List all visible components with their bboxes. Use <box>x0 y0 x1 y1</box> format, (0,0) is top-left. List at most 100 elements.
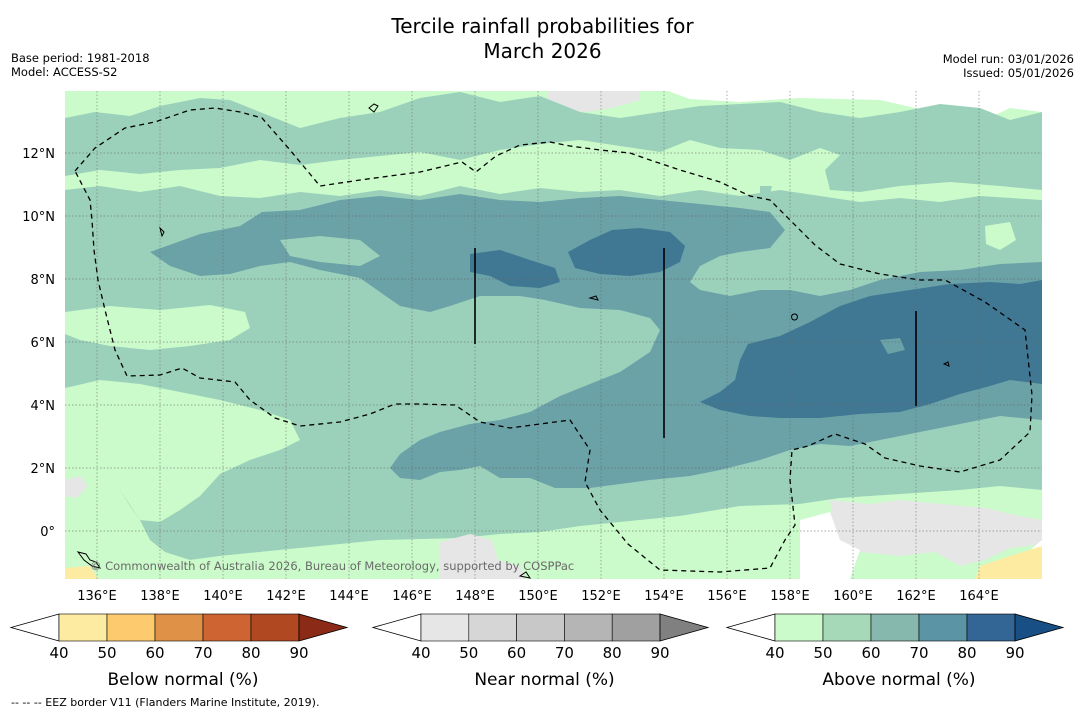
colorbar-tick-label: 40 <box>411 644 430 662</box>
colorbar-extend-high <box>298 613 349 642</box>
base-period-text: Base period: 1981-2018 <box>11 51 150 65</box>
island-2 <box>159 226 165 238</box>
field-above-70-a <box>470 250 560 288</box>
lon-label: 146°E <box>392 589 432 604</box>
lon-label: 150°E <box>518 589 558 604</box>
lat-label: 8°N <box>31 273 56 288</box>
probability-field <box>65 91 1042 579</box>
field-blob-4 <box>760 186 772 194</box>
colorbar-segment <box>420 613 470 642</box>
colorbar-extend-low <box>725 613 776 642</box>
colorbar-tick-label: 80 <box>603 644 622 662</box>
lon-label: 140°E <box>203 589 243 604</box>
lon-label: 138°E <box>140 589 180 604</box>
colorbar-tick-label: 50 <box>97 644 116 662</box>
colorbar-near: 40 50 60 70 80 90 Near normal (%) <box>371 613 710 690</box>
colorbar-title: Below normal (%) <box>108 670 259 690</box>
lon-label: 136°E <box>77 589 117 604</box>
island-1 <box>368 103 379 113</box>
field-nosignal-bottom-1 <box>800 512 860 579</box>
lat-label: 10°N <box>22 210 55 225</box>
field-above-40-bottom <box>65 490 1042 579</box>
lon-label: 154°E <box>644 589 684 604</box>
lat-label: 12°N <box>22 147 55 162</box>
title-line-1: Tercile rainfall probabilities for <box>391 14 694 38</box>
field-above-50 <box>65 92 1042 192</box>
field-left-pocket-1 <box>65 305 250 350</box>
colorbar-segment <box>870 613 920 642</box>
colorbar-tick-label: 70 <box>909 644 928 662</box>
lon-label: 160°E <box>833 589 873 604</box>
field-near-bottom-1 <box>440 534 526 579</box>
colorbar-segment <box>516 613 565 642</box>
field-near-bottom-3 <box>65 476 88 498</box>
colorbars: 40 50 60 70 80 90 Below normal (%) 40 50 60 70 80 90… <box>9 613 1065 690</box>
field-blob-3 <box>985 222 1016 250</box>
boundary-lines <box>474 248 917 438</box>
lon-label: 158°E <box>770 589 810 604</box>
lat-label: 6°N <box>31 336 56 351</box>
field-below-40-a <box>65 566 98 579</box>
island-5 <box>588 295 599 301</box>
lat-label: 2°N <box>31 462 56 477</box>
graticule <box>65 91 1042 579</box>
meta-right: Model run: 03/01/2026 Issued: 05/01/2026 <box>943 52 1074 80</box>
colorbar-segment <box>468 613 517 642</box>
colorbar-tick-label: 40 <box>49 644 68 662</box>
island-3 <box>791 313 798 321</box>
colorbar-below: 40 50 60 70 80 90 Below normal (%) <box>9 613 349 690</box>
lon-label: 162°E <box>896 589 936 604</box>
colorbar-segment <box>774 613 824 642</box>
eez-footnote: -- -- -- EEZ border V11 (Flanders Marine… <box>11 696 320 709</box>
map-title: Tercile rainfall probabilities for March… <box>0 14 1085 64</box>
island-6 <box>76 551 102 569</box>
colorbar-extend-low <box>9 613 60 642</box>
colorbar-extend-high <box>1014 613 1065 642</box>
colorbar-tick-label: 70 <box>555 644 574 662</box>
colorbar-tick-label: 50 <box>459 644 478 662</box>
colorbar-tick-label: 50 <box>813 644 832 662</box>
field-below-40-b <box>975 546 1042 579</box>
colorbar-tick-label: 60 <box>507 644 526 662</box>
lon-label: 164°E <box>959 589 999 604</box>
issued-text: Issued: 05/01/2026 <box>963 66 1074 80</box>
field-hole-1 <box>280 236 380 266</box>
colorbar-segment <box>822 613 872 642</box>
colorbar-tick-label: 40 <box>765 644 784 662</box>
lon-label: 156°E <box>707 589 747 604</box>
title-line-2: March 2026 <box>483 39 602 63</box>
lon-label: 144°E <box>329 589 369 604</box>
colorbar-tick-label: 60 <box>145 644 164 662</box>
meta-left: Base period: 1981-2018 Model: ACCESS-S2 <box>11 51 150 79</box>
colorbar-segment <box>58 613 108 642</box>
copyright-text: © Commonwealth of Australia 2026, Bureau… <box>90 559 574 573</box>
colorbar-segment <box>250 613 300 642</box>
island-4 <box>942 361 950 367</box>
colorbar-tick-label: 60 <box>861 644 880 662</box>
eez-borders <box>74 107 1033 573</box>
lon-label: 152°E <box>581 589 621 604</box>
model-text: Model: ACCESS-S2 <box>11 65 118 79</box>
colorbar-segment <box>154 613 204 642</box>
islands <box>76 103 950 579</box>
colorbar-title: Above normal (%) <box>822 670 975 690</box>
colorbar-above: 40 50 60 70 80 90 Above normal (%) <box>725 613 1065 690</box>
field-near-top <box>548 91 640 112</box>
field-above-70-b <box>568 228 685 276</box>
field-left-pocket-2 <box>65 380 300 522</box>
lon-labels: 136°E 138°E 140°E 142°E 144°E 146°E 148°… <box>77 589 999 604</box>
colorbar-tick-label: 90 <box>650 644 669 662</box>
lon-label: 148°E <box>455 589 495 604</box>
colorbar-segment <box>966 613 1016 642</box>
colorbar-tick-label: 90 <box>1005 644 1024 662</box>
field-above-70-c <box>700 280 1042 418</box>
colorbar-segment <box>202 613 252 642</box>
lat-labels: 12°N 10°N 8°N 6°N 4°N 2°N 0° <box>22 147 55 540</box>
colorbar-segment <box>918 613 968 642</box>
colorbar-segment <box>564 613 613 642</box>
field-blob-1 <box>312 370 372 392</box>
colorbar-segment <box>611 613 661 642</box>
lat-label: 0° <box>40 525 55 540</box>
field-blob-2 <box>118 458 142 476</box>
